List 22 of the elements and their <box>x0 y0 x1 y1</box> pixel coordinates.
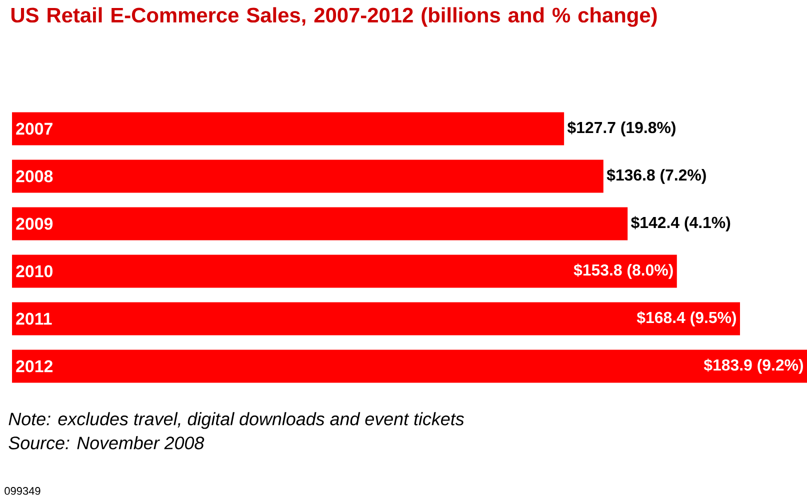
y-tick-label: 2010 <box>16 265 52 278</box>
chart-title: US Retail E-Commerce Sales, 2007-2012 (billions and % change) <box>11 7 657 27</box>
text: Note: excludes travel, digital downloads and event tickets <box>8 412 464 429</box>
y-tick-label: 2008 <box>16 170 53 182</box>
bar <box>12 160 604 193</box>
text: 099349 <box>4 487 40 495</box>
data-label: $136.8 (7.2%) <box>606 168 706 184</box>
data-label: $183.9 (9.2%) <box>704 358 803 374</box>
y-tick-label: 2007 <box>16 122 52 135</box>
y-tick-label: 2012 <box>16 360 53 372</box>
bar <box>12 112 564 146</box>
data-label: $142.4 (4.1%) <box>631 216 730 232</box>
y-tick-label: 2011 <box>16 312 52 325</box>
bar <box>12 302 740 336</box>
source-note: Source: November 2008 <box>8 436 204 450</box>
data-label: $153.8 (8.0%) <box>574 264 673 279</box>
data-label: $127.7 (19.8%) <box>567 121 676 136</box>
bar <box>12 350 807 383</box>
bar <box>12 254 677 288</box>
y-tick-label: 2009 <box>16 218 53 230</box>
data-label: $168.4 (9.5%) <box>636 311 736 326</box>
bar <box>12 207 628 240</box>
